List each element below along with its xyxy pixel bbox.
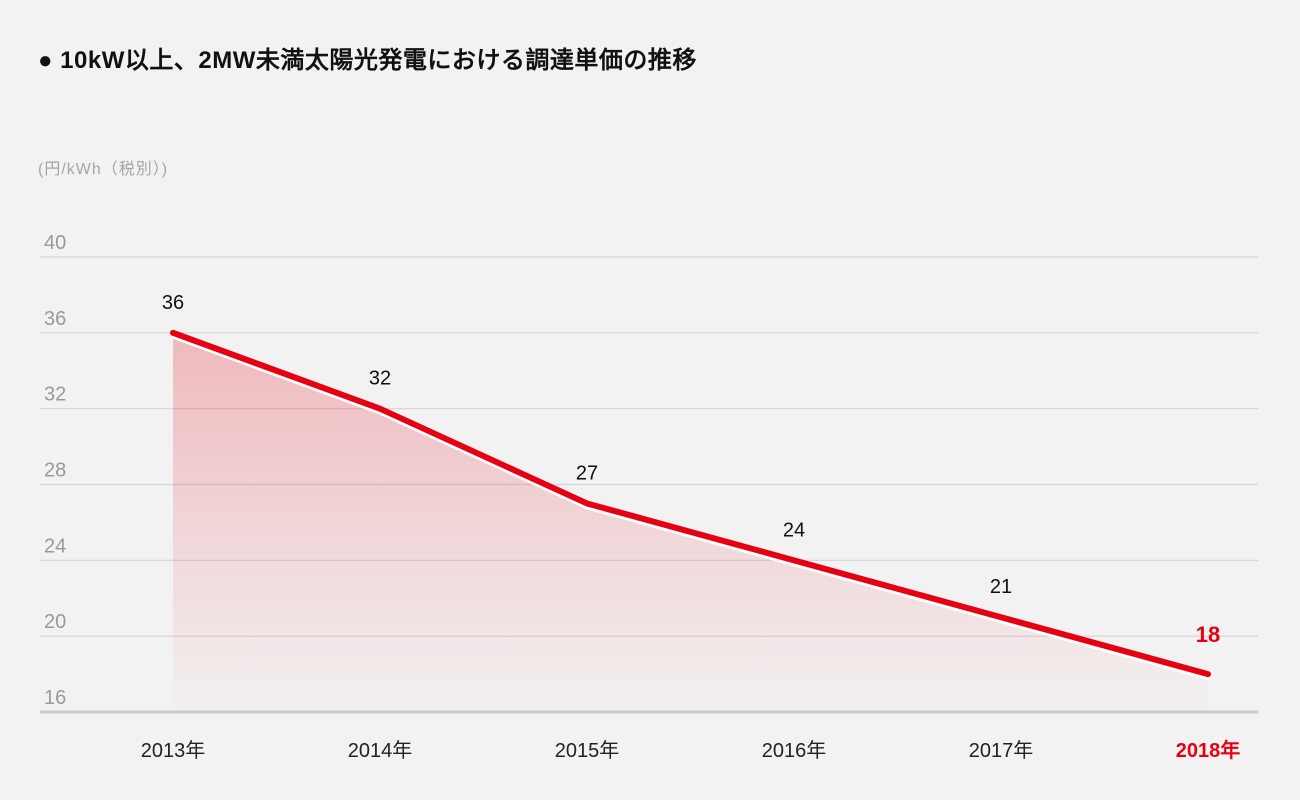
area-fill — [173, 332, 1208, 710]
y-tick-label: 20 — [44, 611, 66, 633]
line-under-stroke — [171, 335, 1210, 681]
data-label: 27 — [576, 462, 598, 484]
y-tick-label: 16 — [44, 687, 66, 709]
y-tick-label: 36 — [44, 308, 66, 330]
chart-title: ● 10kW以上、2MW未満太陽光発電における調達単価の推移 — [38, 47, 697, 74]
data-label: 24 — [783, 519, 805, 541]
y-axis-unit-label: (円/kWh（税別）) — [38, 161, 169, 178]
x-tick-label: 2017年 — [969, 739, 1034, 762]
y-tick-label: 40 — [44, 232, 66, 254]
y-tick-label: 32 — [44, 384, 66, 406]
data-label: 36 — [162, 292, 184, 314]
data-label-highlighted: 18 — [1196, 622, 1220, 647]
price-line — [170, 329, 1211, 678]
x-tick-label: 2015年 — [555, 739, 620, 762]
y-tick-label: 24 — [44, 535, 66, 557]
x-tick-label: 2013年 — [141, 739, 206, 762]
y-tick-label: 28 — [44, 460, 66, 482]
data-label: 32 — [369, 368, 391, 390]
x-tick-label: 2016年 — [762, 739, 827, 762]
x-tick-label-highlighted: 2018年 — [1176, 738, 1241, 762]
x-tick-label: 2014年 — [348, 739, 413, 762]
data-label: 21 — [990, 576, 1012, 598]
